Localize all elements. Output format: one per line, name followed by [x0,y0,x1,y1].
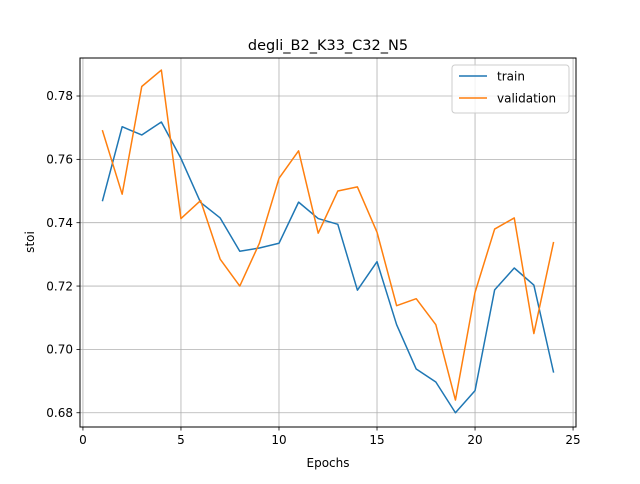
x-tick-label: 15 [369,433,384,447]
series-line-validation [101,69,555,401]
y-tick-label: 0.76 [46,153,73,167]
legend-box [451,64,570,114]
y-tick-label: 0.72 [46,279,73,293]
axis-ticks: 0 5 10 15 20 25 0.68 0.70 0.72 0.74 0.76 0.78 [46,89,580,447]
legend-label-validation: validation [497,91,556,105]
series-lines [101,69,555,414]
y-tick-label: 0.74 [46,216,73,230]
legend: train validation [451,64,570,114]
series-line-train [101,121,555,414]
x-tick-label: 10 [271,433,286,447]
plot-area-frame [79,57,577,428]
y-tick-label: 0.70 [46,343,73,357]
legend-label-train: train [497,69,525,83]
x-tick-label: 20 [467,433,482,447]
y-axis-label: stoi [23,231,37,253]
x-axis-label: Epochs [307,456,350,470]
x-tick-label: 0 [79,433,87,447]
x-tick-label: 25 [565,433,580,447]
x-tick-label: 5 [177,433,185,447]
y-tick-label: 0.78 [46,89,73,103]
chart-title: degli_B2_K33_C32_N5 [248,38,408,54]
y-tick-label: 0.68 [46,406,73,420]
